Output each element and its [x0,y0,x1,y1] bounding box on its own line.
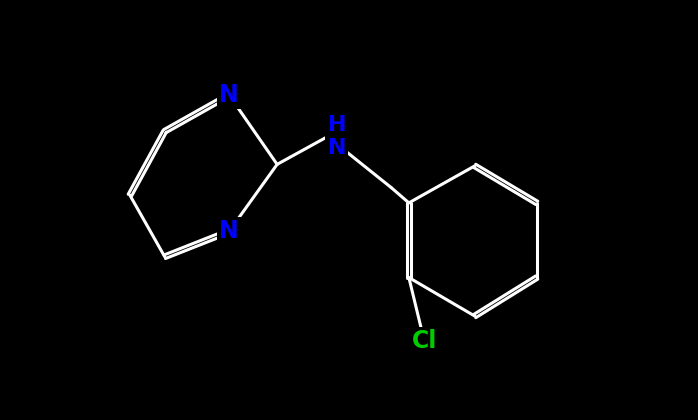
Text: N: N [219,83,239,107]
Text: H
N: H N [327,115,346,158]
Text: N: N [219,219,239,243]
Text: Cl: Cl [412,329,437,354]
